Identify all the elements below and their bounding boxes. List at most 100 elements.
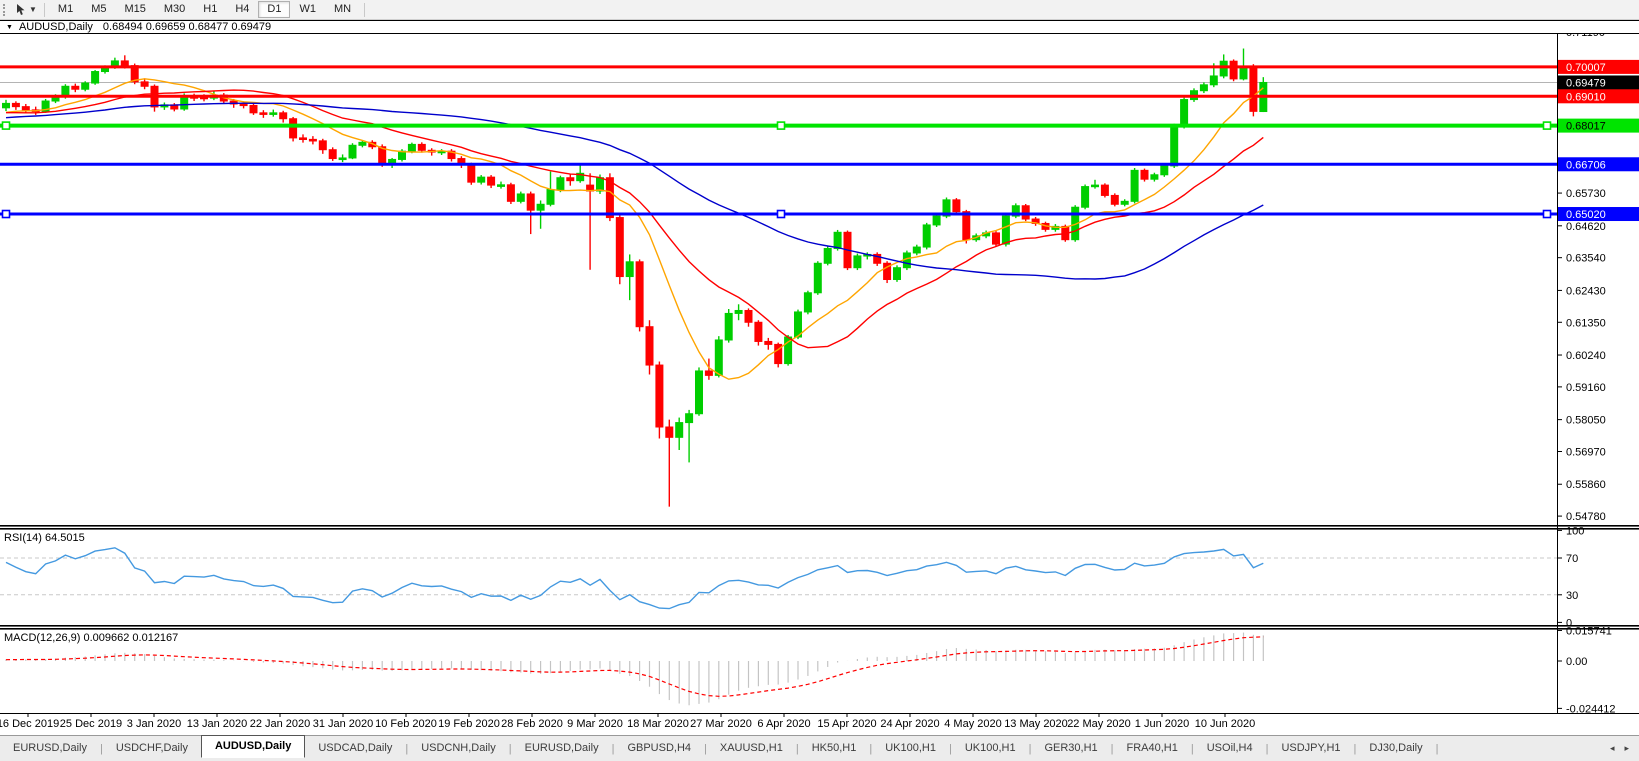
- candle-down: [764, 340, 773, 345]
- candle-down: [318, 140, 327, 151]
- candle-up: [1199, 84, 1208, 92]
- chart-tab-dj30-15[interactable]: DJ30,Daily: [1369, 742, 1423, 754]
- timeframe-button-d1[interactable]: D1: [258, 1, 291, 18]
- hline-handle[interactable]: [776, 209, 786, 219]
- price-tick-label: 0.56970: [1566, 446, 1606, 458]
- chart-tab-audusd-2[interactable]: AUDUSD,Daily: [200, 735, 306, 758]
- hline-handle[interactable]: [1542, 209, 1552, 219]
- cursor-tool-button[interactable]: ▼: [13, 3, 40, 16]
- collapse-chart-icon[interactable]: ▼: [6, 23, 13, 31]
- timeframe-button-w1[interactable]: W1: [299, 3, 316, 15]
- timeframe-button-h4[interactable]: H4: [235, 3, 250, 15]
- ma-50-line: [5, 102, 1264, 280]
- chart-ohlc-readout: 0.68494 0.69659 0.68477 0.69479: [102, 21, 272, 33]
- chart-tab-uk100-9[interactable]: UK100,H1: [885, 742, 936, 754]
- dropdown-caret-icon: ▼: [29, 5, 37, 14]
- hline-handle[interactable]: [776, 121, 786, 130]
- candle-up: [794, 311, 802, 338]
- date-axis: 16 Dec 2019 25 Dec 2019 3 Jan 2020 13 Jan 2…: [0, 713, 1255, 730]
- toolbar-grip-handle[interactable]: [3, 3, 8, 16]
- candle-down: [883, 262, 892, 281]
- rsi-panel: RSI(14) 64.5015 100 70 30 0: [0, 525, 1584, 629]
- candle-down: [11, 102, 20, 108]
- candle-up: [546, 189, 555, 205]
- candle-down: [289, 118, 298, 139]
- chart-tab-gbpusd-6[interactable]: GBPUSD,H4: [627, 742, 692, 754]
- candle-up: [922, 224, 931, 248]
- hline-handle[interactable]: [1, 209, 11, 219]
- candle-down: [992, 232, 1000, 245]
- candle-down: [605, 177, 614, 219]
- timeframe-button-m15[interactable]: M15: [124, 3, 146, 15]
- date-label: 27 Mar 2020: [690, 718, 752, 730]
- candle-down: [140, 81, 149, 87]
- candle-down: [1249, 66, 1258, 112]
- candle-down: [259, 112, 268, 115]
- toolbar-separator: [43, 2, 45, 17]
- chart-canvas[interactable]: 0.711900.657300.646200.635400.624300.613…: [0, 0, 1639, 735]
- candle-up: [803, 292, 812, 313]
- date-label: 13 May 2020: [1004, 718, 1068, 730]
- rsi-line: [5, 547, 1264, 610]
- chart-tab-uk100-10[interactable]: UK100,H1: [964, 742, 1016, 754]
- candle-up: [932, 215, 941, 226]
- candle-up: [1170, 125, 1179, 167]
- price-badge-0.68017: [1558, 118, 1639, 133]
- chart-tab-ger30-11[interactable]: GER30,H1: [1044, 742, 1098, 754]
- candle-up: [1130, 169, 1139, 202]
- timeframe-button-m30[interactable]: M30: [163, 3, 186, 15]
- date-label: 10 Feb 2020: [375, 718, 437, 730]
- candle-up: [1081, 186, 1090, 208]
- chart-symbol-title: AUDUSD,Daily: [18, 21, 93, 33]
- chart-tab-usdcad-3[interactable]: USDCAD,Daily: [318, 742, 393, 754]
- chart-tab-usdcnh-4[interactable]: USDCNH,Daily: [421, 742, 496, 754]
- chart-tab-eurusd-5[interactable]: EURUSD,Daily: [524, 742, 599, 754]
- candle-down: [526, 193, 535, 211]
- chart-tab-hk50-8[interactable]: HK50,H1: [811, 742, 857, 754]
- price-badge-label: 0.65020: [1566, 209, 1606, 221]
- chart-tab-usdjpy-14[interactable]: USDJPY,H1: [1281, 742, 1341, 754]
- tab-separator: |: [795, 742, 799, 755]
- candle-down: [71, 85, 80, 90]
- timeframe-button-m5[interactable]: M5: [91, 3, 107, 15]
- macd-signal-line: [5, 636, 1264, 697]
- price-badge-0.70007: [1558, 59, 1639, 74]
- candle-up: [625, 261, 634, 278]
- timeframe-button-mn[interactable]: MN: [333, 3, 352, 15]
- date-label: 9 Mar 2020: [567, 718, 623, 730]
- date-label: 3 Jan 2020: [127, 718, 181, 730]
- candle-down: [328, 149, 337, 160]
- hline-handle[interactable]: [1542, 121, 1552, 130]
- candle-down: [487, 176, 496, 186]
- candle-up: [348, 144, 357, 159]
- timeframe-button-m1[interactable]: M1: [57, 3, 74, 15]
- tab-separator: |: [1265, 742, 1269, 755]
- chart-tab-fra40-12[interactable]: FRA40,H1: [1126, 742, 1178, 754]
- tab-separator: |: [869, 742, 873, 755]
- tabs-scroll-right-icon[interactable]: ▸: [1624, 743, 1629, 753]
- macd-axis-label: -0.024412: [1566, 703, 1616, 715]
- chart-tab-xauusd-7[interactable]: XAUUSD,H1: [719, 742, 783, 754]
- tab-separator: |: [1353, 742, 1357, 755]
- candle-up: [685, 413, 694, 424]
- tabs-scroll-left-icon[interactable]: ◂: [1609, 743, 1615, 753]
- candle-up: [695, 370, 703, 415]
- tab-separator: |: [1110, 742, 1114, 755]
- candle-up: [724, 312, 733, 341]
- chart-tab-usoil-13[interactable]: USOil,H4: [1206, 742, 1253, 754]
- hline-handle[interactable]: [1, 121, 11, 130]
- date-label: 13 Jan 2020: [187, 718, 248, 730]
- timeframe-button-h1[interactable]: H1: [203, 3, 218, 15]
- candle-up: [497, 184, 505, 187]
- rsi-axis-label: 0: [1566, 617, 1572, 629]
- tab-separator: |: [948, 742, 952, 755]
- panel-separator: [0, 628, 1639, 630]
- chart-tab-eurusd-0[interactable]: EURUSD,Daily: [13, 742, 87, 754]
- cursor-pointer-icon: [17, 3, 25, 15]
- date-label: 1 Jun 2020: [1135, 718, 1189, 730]
- candle-up: [358, 141, 367, 146]
- tab-separator: |: [405, 742, 409, 755]
- chart-tab-usdchf-1[interactable]: USDCHF,Daily: [115, 742, 188, 754]
- candle-up: [1160, 165, 1169, 176]
- price-tick-label: 0.54780: [1566, 511, 1606, 523]
